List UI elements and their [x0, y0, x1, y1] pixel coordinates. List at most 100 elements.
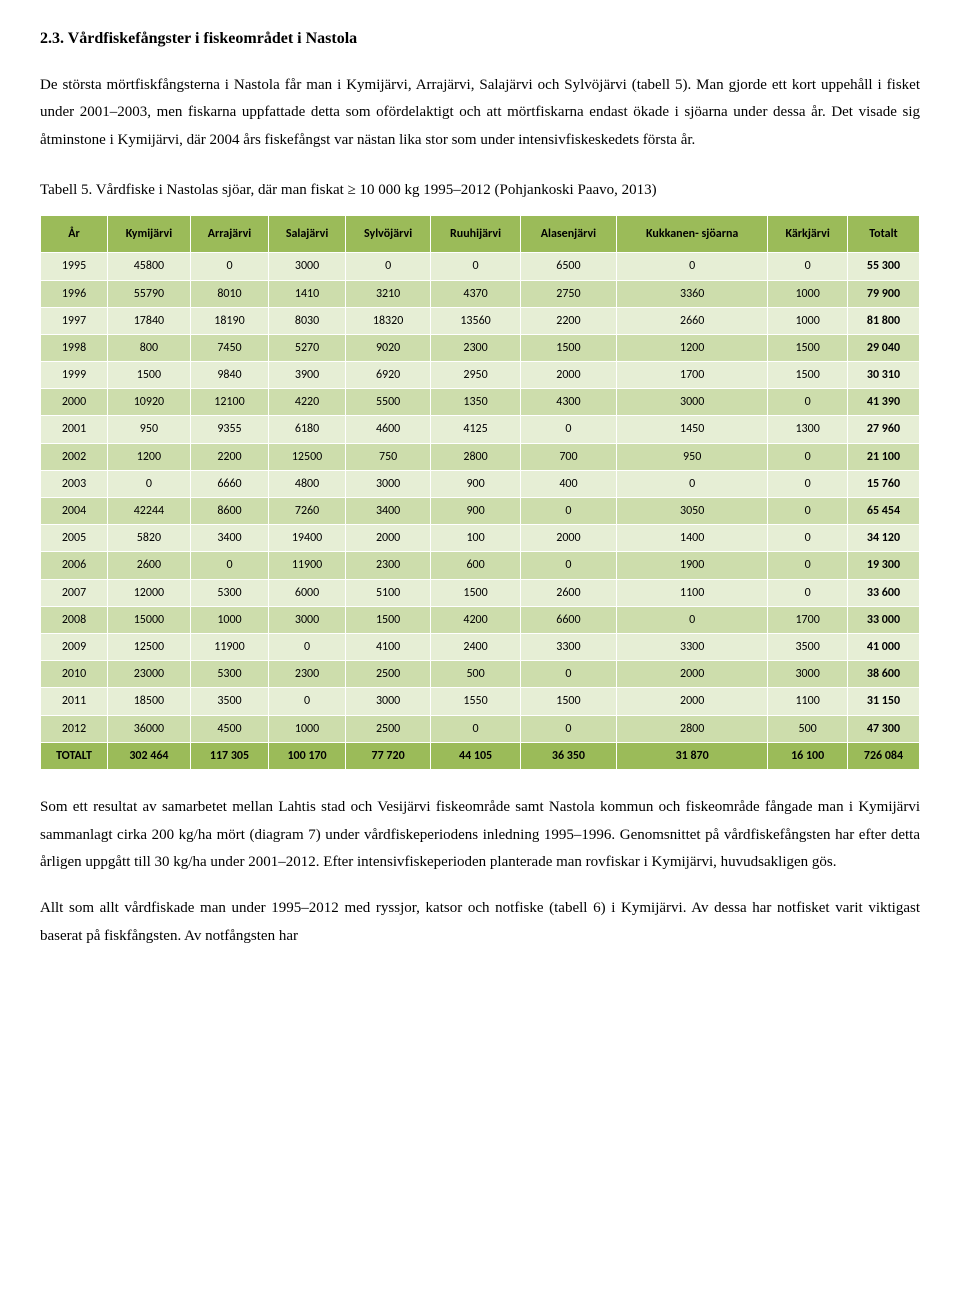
table-row: 1997178401819080301832013560220026601000… [41, 307, 920, 334]
table-cell: 0 [768, 498, 848, 525]
table-cell: 1300 [768, 416, 848, 443]
table-row: 1998800745052709020230015001200150029 04… [41, 334, 920, 361]
table-cell: 55790 [108, 280, 191, 307]
table-cell: 1700 [768, 606, 848, 633]
table-cell: 500 [768, 715, 848, 742]
table-row: 199545800030000065000055 300 [41, 253, 920, 280]
table-cell: 5270 [269, 334, 346, 361]
table-cell: 2000 [520, 525, 616, 552]
table-cell: 1400 [617, 525, 768, 552]
table-cell: 6920 [345, 362, 430, 389]
table-row: 19991500984039006920295020001700150030 3… [41, 362, 920, 389]
table-row: 20044224486007260340090003050065 454 [41, 498, 920, 525]
table-cell: 2000 [520, 362, 616, 389]
table-cell: 4100 [345, 633, 430, 660]
col-year: År [41, 216, 108, 253]
table-cell: 2500 [345, 661, 430, 688]
table-cell: 1997 [41, 307, 108, 334]
table-cell: 2300 [269, 661, 346, 688]
col-totalt: Totalt [847, 216, 919, 253]
paragraph-2: Som ett resultat av samarbetet mellan La… [40, 794, 920, 877]
table-cell: 1100 [617, 579, 768, 606]
table-cell: 1500 [431, 579, 521, 606]
table-footer-row: TOTALT 302 464 117 305 100 170 77 720 44… [41, 742, 920, 769]
table-cell: 600 [431, 552, 521, 579]
footer-cell: 77 720 [345, 742, 430, 769]
table-cell: 1500 [768, 362, 848, 389]
footer-label: TOTALT [41, 742, 108, 769]
table-cell: 0 [190, 552, 268, 579]
table-cell: 2300 [345, 552, 430, 579]
table-cell: 2750 [520, 280, 616, 307]
table-cell: 1500 [108, 362, 191, 389]
table-cell: 3400 [345, 498, 430, 525]
table-cell: 6600 [520, 606, 616, 633]
footer-cell: 36 350 [520, 742, 616, 769]
footer-cell: 16 100 [768, 742, 848, 769]
footer-cell: 100 170 [269, 742, 346, 769]
footer-cell: 44 105 [431, 742, 521, 769]
table-cell: 9840 [190, 362, 268, 389]
table-cell: 3000 [768, 661, 848, 688]
table-cell: 4125 [431, 416, 521, 443]
table-cell: 0 [768, 579, 848, 606]
table-cell: 3000 [345, 688, 430, 715]
table-cell: 4300 [520, 389, 616, 416]
table-header-row: År Kymijärvi Arrajärvi Salajärvi Sylvöjä… [41, 216, 920, 253]
table-cell: 9020 [345, 334, 430, 361]
table-cell: 6000 [269, 579, 346, 606]
table-cell: 0 [768, 525, 848, 552]
table-cell: 2600 [108, 552, 191, 579]
table-cell: 12100 [190, 389, 268, 416]
table-cell: 15 760 [847, 470, 919, 497]
table-cell: 2003 [41, 470, 108, 497]
table-cell: 47 300 [847, 715, 919, 742]
table-cell: 2008 [41, 606, 108, 633]
table-cell: 3050 [617, 498, 768, 525]
table-cell: 5300 [190, 579, 268, 606]
table-cell: 0 [617, 606, 768, 633]
table-cell: 2001 [41, 416, 108, 443]
table-cell: 0 [108, 470, 191, 497]
table-cell: 38 600 [847, 661, 919, 688]
table-cell: 5500 [345, 389, 430, 416]
table-cell: 3300 [617, 633, 768, 660]
table-cell: 1550 [431, 688, 521, 715]
table-cell: 10920 [108, 389, 191, 416]
table-cell: 11900 [190, 633, 268, 660]
paragraph-1: De största mörtfiskfångsterna i Nastola … [40, 72, 920, 155]
table-cell: 33 600 [847, 579, 919, 606]
table-cell: 6180 [269, 416, 346, 443]
table-cell: 2000 [617, 688, 768, 715]
table-cell: 19400 [269, 525, 346, 552]
table-cell: 42244 [108, 498, 191, 525]
table-cell: 1000 [269, 715, 346, 742]
table-cell: 1000 [190, 606, 268, 633]
table-cell: 6500 [520, 253, 616, 280]
table-cell: 45800 [108, 253, 191, 280]
table-cell: 2007 [41, 579, 108, 606]
table-cell: 15000 [108, 606, 191, 633]
table-caption: Tabell 5. Vårdfiske i Nastolas sjöar, dä… [40, 179, 920, 202]
table-cell: 3000 [345, 470, 430, 497]
table-cell: 2660 [617, 307, 768, 334]
table-cell: 0 [617, 253, 768, 280]
table-row: 200712000530060005100150026001100033 600 [41, 579, 920, 606]
table-row: 200815000100030001500420066000170033 000 [41, 606, 920, 633]
table-cell: 0 [520, 715, 616, 742]
table-cell: 1999 [41, 362, 108, 389]
col-ruuhijarvi: Ruuhijärvi [431, 216, 521, 253]
footer-cell: 31 870 [617, 742, 768, 769]
table-cell: 23000 [108, 661, 191, 688]
table-cell: 7450 [190, 334, 268, 361]
col-karkjarvi: Kärkjärvi [768, 216, 848, 253]
table-cell: 3900 [269, 362, 346, 389]
table-cell: 18320 [345, 307, 430, 334]
table-cell: 79 900 [847, 280, 919, 307]
table-cell: 2009 [41, 633, 108, 660]
table-cell: 100 [431, 525, 521, 552]
table-cell: 1998 [41, 334, 108, 361]
table-row: 20062600011900230060001900019 300 [41, 552, 920, 579]
table-cell: 1995 [41, 253, 108, 280]
table-row: 199655790801014103210437027503360100079 … [41, 280, 920, 307]
